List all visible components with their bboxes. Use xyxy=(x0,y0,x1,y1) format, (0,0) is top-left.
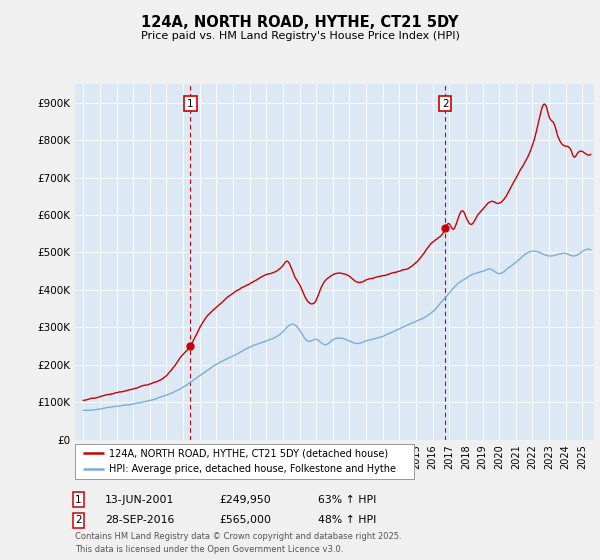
Text: 124A, NORTH ROAD, HYTHE, CT21 5DY: 124A, NORTH ROAD, HYTHE, CT21 5DY xyxy=(141,15,459,30)
Text: 63% ↑ HPI: 63% ↑ HPI xyxy=(318,494,376,505)
Text: 13-JUN-2001: 13-JUN-2001 xyxy=(105,494,175,505)
Text: 2: 2 xyxy=(442,99,448,109)
Text: £565,000: £565,000 xyxy=(219,515,271,525)
Text: 124A, NORTH ROAD, HYTHE, CT21 5DY (detached house): 124A, NORTH ROAD, HYTHE, CT21 5DY (detac… xyxy=(109,449,388,459)
Text: 2: 2 xyxy=(75,515,82,525)
Text: 28-SEP-2016: 28-SEP-2016 xyxy=(105,515,175,525)
Text: 1: 1 xyxy=(75,494,82,505)
Text: HPI: Average price, detached house, Folkestone and Hythe: HPI: Average price, detached house, Folk… xyxy=(109,464,396,474)
Text: Contains HM Land Registry data © Crown copyright and database right 2025.
This d: Contains HM Land Registry data © Crown c… xyxy=(75,532,401,554)
Text: 48% ↑ HPI: 48% ↑ HPI xyxy=(318,515,376,525)
Text: £249,950: £249,950 xyxy=(219,494,271,505)
Text: 1: 1 xyxy=(187,99,194,109)
Text: Price paid vs. HM Land Registry's House Price Index (HPI): Price paid vs. HM Land Registry's House … xyxy=(140,31,460,41)
